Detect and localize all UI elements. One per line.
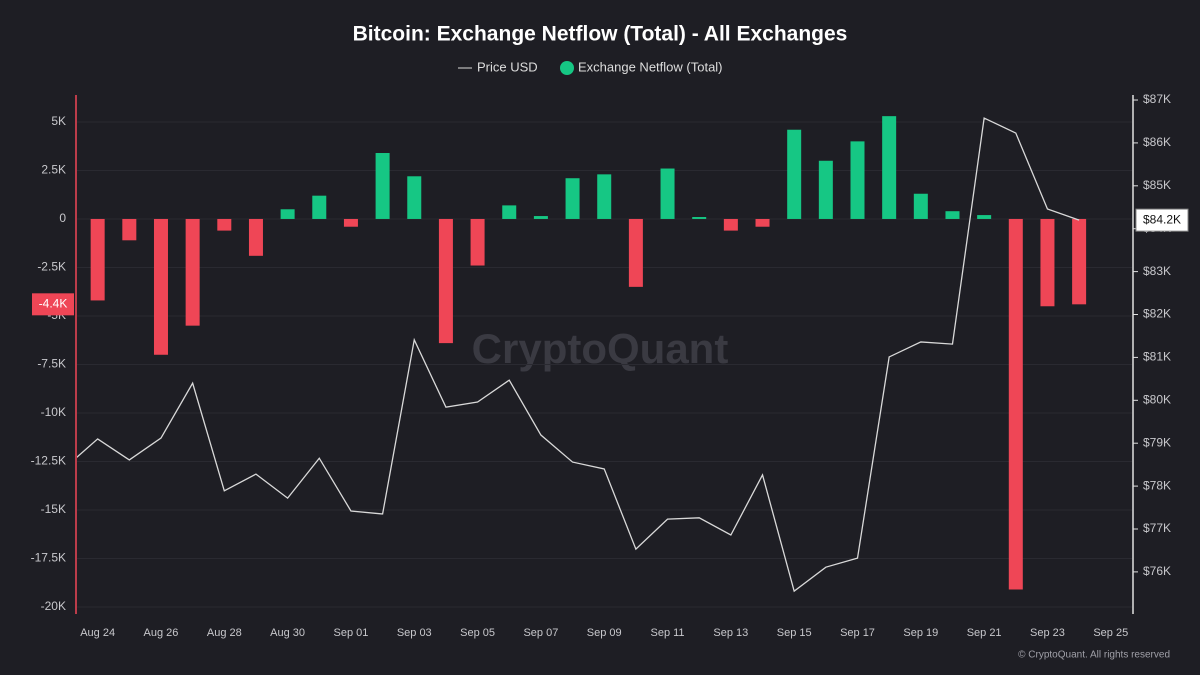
y2-tick-label: $76K xyxy=(1143,564,1171,578)
bar xyxy=(1040,218,1055,307)
y2-tick-label: $77K xyxy=(1143,521,1171,535)
bar xyxy=(470,218,485,266)
y2-tick-label: $87K xyxy=(1143,92,1171,106)
x-tick-label: Sep 15 xyxy=(777,627,812,639)
bar xyxy=(280,209,295,219)
x-tick-label: Sep 17 xyxy=(840,627,875,639)
y2-tick-label: $79K xyxy=(1143,435,1171,449)
y-tick-label: 5K xyxy=(51,114,66,128)
x-tick-label: Sep 25 xyxy=(1093,627,1128,639)
price-line xyxy=(77,117,1080,593)
bar xyxy=(502,205,517,219)
x-tick-label: Sep 21 xyxy=(967,627,1002,639)
x-tick-label: Sep 03 xyxy=(397,627,432,639)
last-value-label: -4.4K xyxy=(39,296,68,310)
x-tick-label: Sep 09 xyxy=(587,627,622,639)
bar xyxy=(787,129,802,219)
bar xyxy=(438,218,453,344)
x-tick-label: Sep 19 xyxy=(903,627,938,639)
y2-tick-label: $80K xyxy=(1143,392,1171,406)
bar xyxy=(153,218,168,355)
bar xyxy=(185,218,200,326)
legend-entry: Exchange Netflow (Total) xyxy=(578,59,723,74)
footer: © CryptoQuant. All rights reserved xyxy=(1018,650,1170,661)
y2-tick-label: $83K xyxy=(1143,264,1171,278)
bar xyxy=(882,116,897,219)
plot-area xyxy=(77,116,1087,593)
y-tick-label: 0 xyxy=(59,211,66,225)
bar xyxy=(217,218,232,231)
bar xyxy=(913,193,928,219)
legend-dot-symbol xyxy=(560,61,574,75)
y2-tick-label: $86K xyxy=(1143,135,1171,149)
bar xyxy=(375,153,390,219)
bar xyxy=(977,215,992,219)
bar xyxy=(850,141,865,219)
bar xyxy=(723,218,738,231)
bar xyxy=(945,211,960,219)
x-tick-label: Aug 30 xyxy=(270,627,305,639)
last-value-box xyxy=(1135,208,1189,232)
x-tick-label: Aug 24 xyxy=(80,627,115,639)
x-tick-label: Sep 11 xyxy=(651,627,685,639)
y2-tick-label: $85K xyxy=(1143,178,1171,192)
y-tick-label: -2.5K xyxy=(37,260,66,274)
last-value-box xyxy=(32,293,74,316)
y-tick-label: -7.5K xyxy=(37,357,66,371)
bar xyxy=(407,176,422,219)
y-tick-label: -12.5K xyxy=(31,454,66,468)
bar xyxy=(312,195,327,219)
bar xyxy=(1072,218,1087,305)
x-tick-label: Sep 07 xyxy=(523,627,558,639)
y2-tick-label: $81K xyxy=(1143,350,1171,364)
bar xyxy=(533,216,548,219)
x-tick-label: Sep 23 xyxy=(1030,627,1065,639)
y2-tick-label: $82K xyxy=(1143,307,1171,321)
chart-title: Bitcoin: Exchange Netflow (Total) - All … xyxy=(353,23,848,46)
bar xyxy=(597,174,612,219)
x-tick-label: Sep 13 xyxy=(713,627,748,639)
legend-entry: Price USD xyxy=(477,59,538,74)
x-tick-label: Sep 01 xyxy=(334,627,369,639)
bar xyxy=(755,218,770,227)
y-tick-label: -20K xyxy=(41,599,66,613)
x-tick-label: Aug 26 xyxy=(144,627,179,639)
y-tick-label: -10K xyxy=(41,405,66,419)
bar xyxy=(565,178,580,219)
bar xyxy=(628,218,643,287)
y-tick-label: -17.5K xyxy=(31,551,66,565)
bar xyxy=(818,160,833,219)
watermark: CryptoQuant xyxy=(472,325,729,372)
y-tick-label: -15K xyxy=(41,502,66,516)
bar xyxy=(660,168,675,219)
x-tick-label: Aug 28 xyxy=(207,627,242,639)
bar xyxy=(90,218,105,301)
x-tick-label: Sep 05 xyxy=(460,627,495,639)
y2-tick-label: $78K xyxy=(1143,478,1171,492)
bar xyxy=(692,217,707,219)
bar xyxy=(122,218,137,241)
bar xyxy=(1008,218,1023,590)
last-value-label: $84.2K xyxy=(1143,212,1181,226)
y-tick-label: 2.5K xyxy=(41,163,66,177)
bar xyxy=(248,218,263,256)
bar xyxy=(343,218,358,227)
